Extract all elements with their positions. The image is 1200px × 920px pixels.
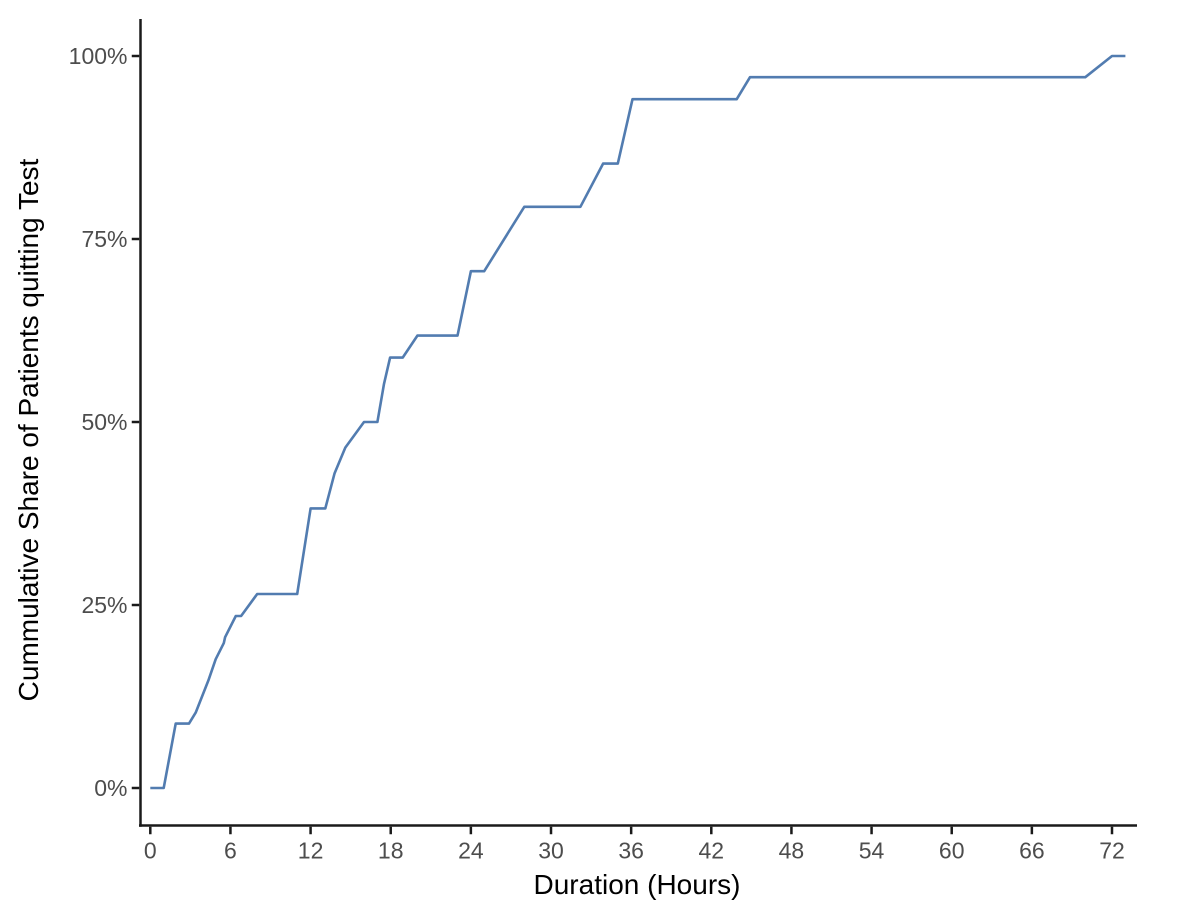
x-tick-label: 60 xyxy=(939,838,965,864)
x-tick-label: 36 xyxy=(618,838,644,864)
x-tick-label: 0 xyxy=(144,838,157,864)
axes-layer: 0 6 12 18 24 30 36 42 48 54 60 66 72 0% 25% 50% 75% 100% xyxy=(69,19,1137,864)
y-tick-label: 75% xyxy=(81,226,127,252)
x-tick-label: 72 xyxy=(1099,838,1125,864)
x-tick-label: 6 xyxy=(224,838,237,864)
x-tick-label: 12 xyxy=(298,838,324,864)
x-axis-title: Duration (Hours) xyxy=(534,869,741,900)
x-tick-label: 30 xyxy=(538,838,564,864)
x-tick-label: 54 xyxy=(859,838,885,864)
y-axis-title: Cummulative Share of Patients quitting T… xyxy=(13,158,44,701)
x-tick-label: 42 xyxy=(698,838,724,864)
x-tick-label: 48 xyxy=(779,838,805,864)
x-tick-label: 24 xyxy=(458,838,484,864)
y-tick-label: 100% xyxy=(69,43,128,69)
y-tick-label: 25% xyxy=(81,592,127,618)
y-tick-label: 50% xyxy=(81,409,127,435)
cumulative-share-line xyxy=(150,54,1126,790)
y-tick-label: 0% xyxy=(94,775,127,801)
x-tick-label: 66 xyxy=(1019,838,1045,864)
x-tick-label: 18 xyxy=(378,838,404,864)
